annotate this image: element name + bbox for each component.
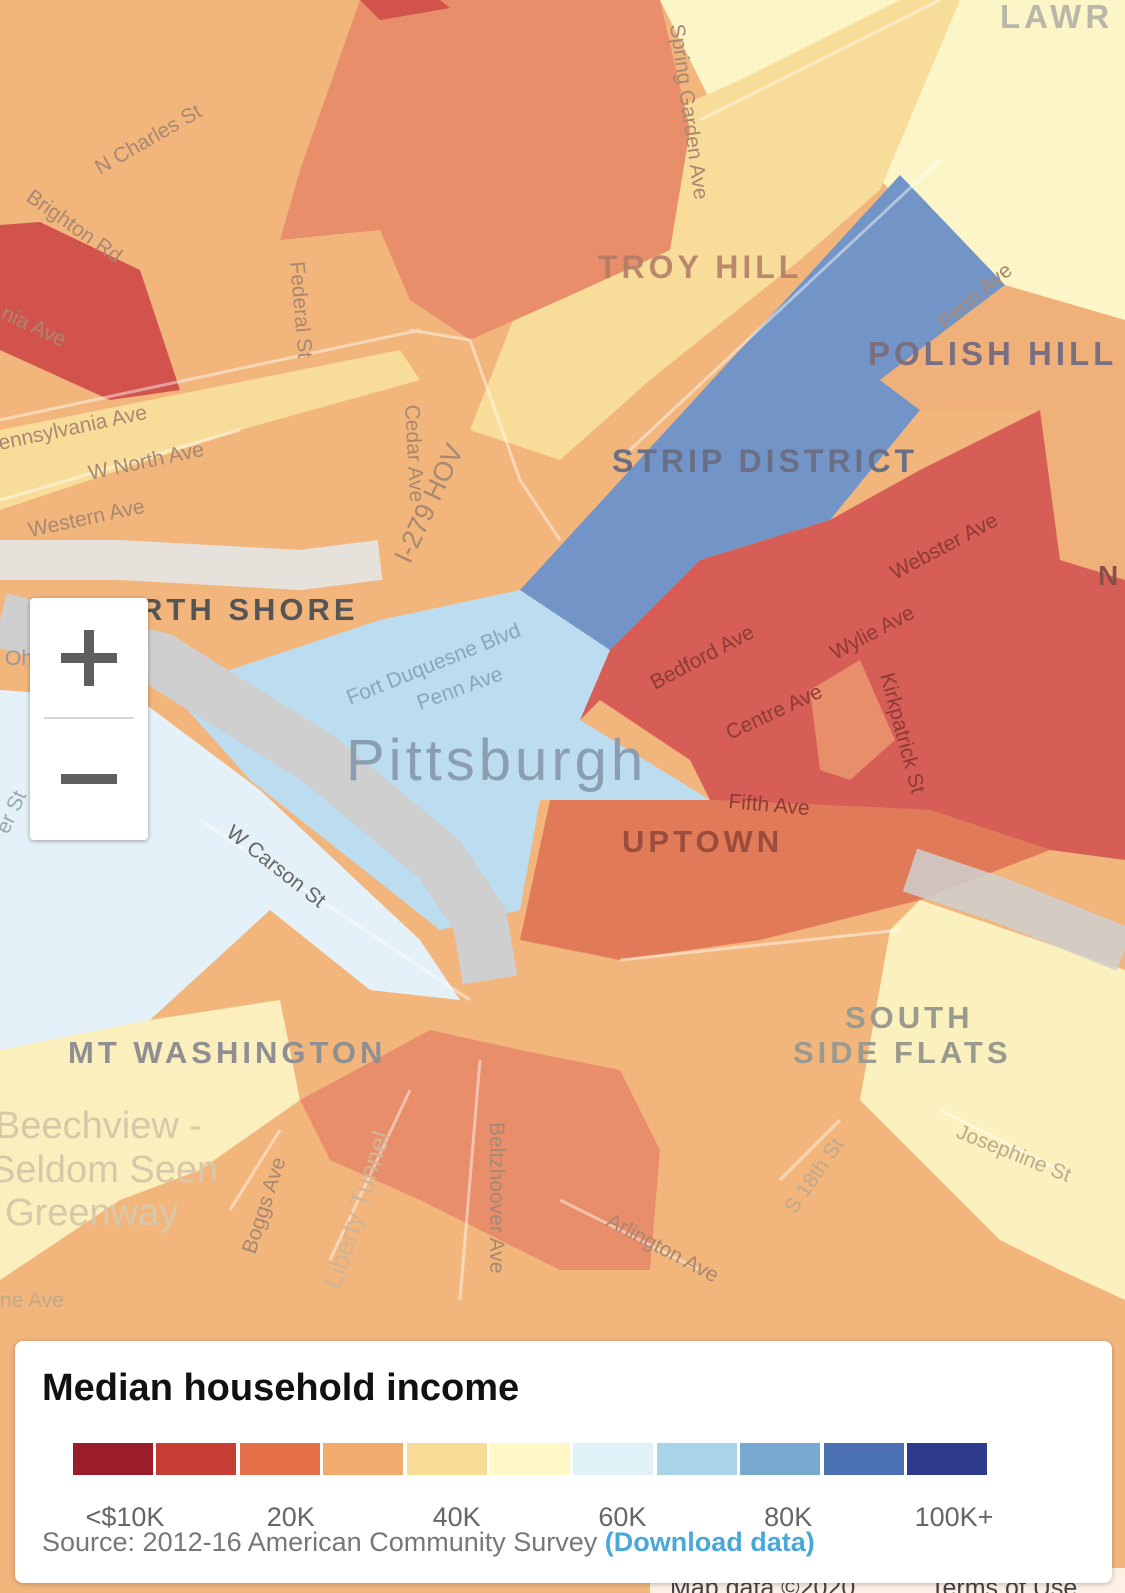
legend-swatch [239,1443,320,1475]
region-mt-washington-orange[interactable] [300,1030,660,1270]
label-north-shore: RTH SHORE [140,592,359,627]
legend-tick: 80K [764,1502,813,1532]
legend-swatch [907,1443,987,1475]
zoom-divider [44,717,134,719]
label-greenway: Greenway [5,1192,178,1234]
download-data-link[interactable]: (Download data) [604,1527,815,1557]
legend-swatch [73,1443,153,1475]
label-beechview: Beechview - [0,1105,202,1147]
legend-swatch [406,1443,487,1475]
label-strip-district: STRIP DISTRICT [612,443,918,479]
label-side-flats: SIDE FLATS [793,1035,1012,1070]
region-north-dark-red[interactable] [360,0,450,20]
legend-tick: <$10K [85,1502,165,1532]
region-hill-district[interactable] [580,410,1125,860]
region-northwest-red[interactable] [0,222,180,400]
region-downtown[interactable] [170,590,710,930]
legend-panel: Median household income <$10K 20K 40K 60K 80… [15,1341,1112,1583]
legend-tick: 40K [432,1502,481,1532]
street-oh: Oh [5,647,33,670]
label-troy-hill: TROY HILL [598,249,802,285]
street-ne-ave: ne Ave [0,1289,64,1312]
label-mt-washington: MT WASHINGTON [68,1035,386,1070]
legend-color-scale [73,1443,1013,1475]
legend-swatch [156,1443,237,1475]
plus-icon [61,630,117,686]
region-beechview[interactable] [0,1000,300,1280]
label-seldom-seen: Seldom Seen [0,1149,218,1191]
legend-title: Median household income [42,1367,520,1409]
zoom-in-button[interactable] [30,598,148,718]
region-uptown[interactable] [520,800,1050,960]
legend-tick: 60K [598,1502,647,1532]
source-text: Source: 2012-16 American Community Surve… [42,1527,598,1557]
label-lawrenceville: LAWR [1000,0,1113,35]
legend-swatch [323,1443,404,1475]
legend-swatch [823,1443,904,1475]
legend-swatch [740,1443,821,1475]
source-line: Source: 2012-16 American Community Surve… [42,1527,815,1558]
region-hill-inner-orange[interactable] [810,660,895,780]
legend-tick: 100K+ [914,1502,994,1532]
zoom-control [30,598,148,840]
label-pittsburgh: Pittsburgh [346,728,647,793]
legend-swatch [573,1443,654,1475]
minus-icon [61,774,117,784]
label-uptown: UPTOWN [622,824,783,859]
label-south: SOUTH [845,1000,974,1035]
monongahela-river [902,848,1125,971]
label-n: N [1098,560,1122,591]
region-south-side-flats[interactable] [860,900,1125,1300]
label-polish-hill: POLISH HILL [868,335,1117,372]
north-shore-road-band [0,540,383,591]
region-polish-hill[interactable] [880,285,1125,580]
region-troy-hill-band[interactable] [470,0,960,460]
street-beltzhoover-ave: Beltzhoover Ave [485,1122,508,1273]
legend-swatch [490,1443,570,1475]
legend-swatch [656,1443,737,1475]
zoom-out-button[interactable] [30,719,148,839]
region-north-central-orange[interactable] [280,0,690,340]
region-north-ave-band[interactable] [0,350,420,510]
region-strip-district[interactable] [520,175,1005,650]
legend-tick: 20K [266,1502,315,1532]
street-cedar-ave: Cedar Ave [400,404,428,503]
road-lines [0,0,1061,1301]
